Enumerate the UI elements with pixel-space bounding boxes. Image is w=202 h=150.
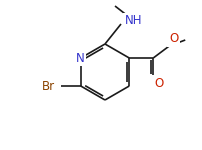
Text: N: N	[75, 51, 84, 64]
Text: NH: NH	[125, 15, 142, 27]
Text: O: O	[169, 32, 179, 45]
Text: O: O	[154, 77, 163, 90]
Text: Br: Br	[42, 80, 55, 93]
